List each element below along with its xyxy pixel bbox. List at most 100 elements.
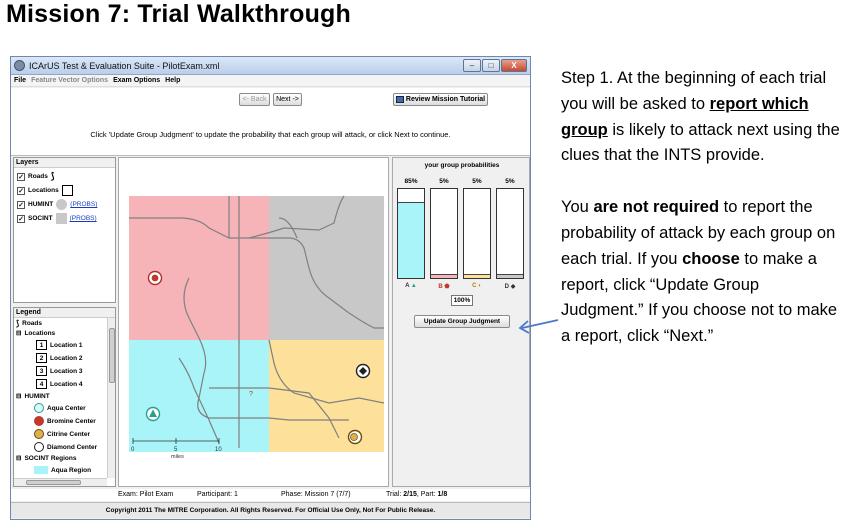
- prob-bar-b[interactable]: [430, 188, 458, 279]
- explanation-step-1: Step 1. At the beginning of each trial y…: [561, 66, 841, 169]
- legend-humint-label: HUMINT: [24, 392, 50, 400]
- legend-vscroll-thumb[interactable]: [109, 328, 115, 383]
- prob-bar-a[interactable]: [397, 188, 425, 279]
- bromine-pentagon-icon: [34, 416, 44, 426]
- legend-roads: ⟆ Roads: [16, 319, 42, 328]
- minimize-button[interactable]: –: [463, 59, 481, 72]
- map-scale-bar: [132, 438, 220, 444]
- humint-checkbox[interactable]: ✓: [17, 200, 25, 209]
- collapse-icon[interactable]: ⊟: [16, 330, 22, 337]
- update-group-judgment-button[interactable]: Update Group Judgment: [414, 315, 510, 328]
- citrine-hq-marker: [349, 485, 362, 489]
- layers-title: Layers: [14, 158, 115, 168]
- legend-location-1: 1 Location 1: [36, 340, 83, 350]
- collapse-icon[interactable]: ⊟: [16, 455, 22, 462]
- review-tutorial-label: Review Mission Tutorial: [405, 96, 486, 103]
- legend-hscroll-thumb[interactable]: [26, 480, 81, 485]
- citrine-center-dot: [350, 484, 363, 489]
- group-probabilities-panel: your group probabilities 85% 5% 5% 5% A …: [392, 157, 530, 487]
- menu-exam-options[interactable]: Exam Options: [113, 77, 161, 84]
- location-3-icon: 3: [36, 366, 47, 376]
- locations-checkbox[interactable]: ✓: [17, 186, 25, 195]
- prob-label-d: 5%: [505, 178, 515, 185]
- review-tutorial-button[interactable]: Review Mission Tutorial: [393, 93, 488, 106]
- prob-fill-d: [497, 274, 523, 278]
- close-button[interactable]: X: [501, 59, 527, 72]
- explanation-text: Step 1. At the beginning of each trial y…: [561, 66, 841, 376]
- layer-socint: ✓ SOCINT (PROBS): [17, 213, 97, 224]
- collapse-icon[interactable]: ⊟: [16, 393, 22, 400]
- group-a-label: A ▲: [397, 283, 425, 289]
- legend-location-4-label: Location 4: [50, 380, 83, 388]
- prob-bar-c[interactable]: [463, 188, 491, 279]
- window-title: ICArUS Test & Evaluation Suite - PilotEx…: [29, 60, 220, 71]
- layer-humint: ✓ HUMINT (PROBS): [17, 199, 97, 210]
- layer-locations-label: Locations: [28, 187, 59, 194]
- back-button[interactable]: <- Back: [239, 93, 270, 106]
- socint-square-icon: [55, 213, 67, 224]
- legend-socint-label: SOCINT Regions: [24, 454, 77, 462]
- location-4-icon: 4: [36, 379, 47, 389]
- socint-checkbox[interactable]: ✓: [17, 214, 25, 223]
- legend-aqua-region-label: Aqua Region: [51, 466, 92, 474]
- part-value: 1/8: [437, 491, 448, 498]
- toolbar: <- Back Next -> Review Mission Tutorial: [11, 88, 530, 110]
- citrine-center-visible-marker: [349, 486, 362, 489]
- roads-checkbox[interactable]: ✓: [17, 172, 25, 181]
- socint-probs-link[interactable]: (PROBS): [69, 215, 97, 222]
- region-citrine: [269, 340, 384, 452]
- group-a-letter: A: [405, 283, 410, 289]
- citrine-pin: [349, 483, 362, 489]
- citrine-site: [350, 484, 363, 489]
- step2-text-e: to make a report, click “Update Group Ju…: [561, 249, 838, 346]
- menu-file[interactable]: File: [14, 77, 27, 84]
- maximize-button[interactable]: □: [482, 59, 500, 72]
- next-button[interactable]: Next ->: [273, 93, 302, 106]
- legend-bromine-center-label: Bromine Center: [47, 417, 96, 425]
- legend-humint-header: ⊟ HUMINT: [16, 392, 50, 401]
- bromine-pentagon-icon: ⬟: [444, 284, 450, 290]
- step2-text-c: to report the probability of attack by e…: [561, 198, 836, 268]
- citrine-location-marker: [349, 484, 362, 489]
- trial-prefix: Trial:: [386, 491, 404, 498]
- layer-socint-label: SOCINT: [28, 215, 53, 222]
- menu-help[interactable]: Help: [165, 77, 181, 84]
- scale-tick-5: 5: [174, 447, 178, 453]
- bromine-center-marker: [147, 270, 163, 286]
- tutorial-icon: [395, 95, 404, 103]
- legend-locations-label: Locations: [24, 329, 56, 337]
- citrine-moon-icon: ◐: [478, 283, 482, 289]
- legend-location-3-label: Location 3: [50, 367, 83, 375]
- group-b-letter: B: [438, 284, 443, 290]
- prob-bar-d[interactable]: [496, 188, 524, 279]
- window-titlebar: ICArUS Test & Evaluation Suite - PilotEx…: [11, 57, 530, 75]
- humint-probs-link[interactable]: (PROBS): [70, 201, 98, 208]
- map-view[interactable]: ? 0 5 10 miles: [118, 157, 389, 487]
- prob-label-a: 85%: [404, 178, 418, 185]
- aqua-triangle-icon: ▲: [410, 283, 417, 289]
- citrine-group-center: [347, 429, 363, 445]
- location-square-icon: [61, 185, 73, 196]
- group-c-letter: C: [472, 283, 477, 289]
- group-c-label: C ◐: [463, 283, 491, 289]
- menu-feature-vector-options[interactable]: Feature Vector Options: [31, 77, 109, 84]
- legend-citrine-center: Citrine Center: [34, 429, 90, 439]
- layer-roads: ✓ Roads ⟆: [17, 171, 54, 182]
- citrine-center-final: [349, 485, 362, 489]
- legend-horizontal-scrollbar[interactable]: [14, 478, 107, 486]
- explanation-step-2: You are not required to report the proba…: [561, 195, 841, 350]
- legend-aqua-center: Aqua Center: [34, 403, 86, 413]
- probability-total: 100%: [451, 295, 473, 306]
- aqua-triangle-icon: [34, 403, 44, 413]
- part-prefix: , Part:: [416, 491, 438, 498]
- layer-roads-label: Roads: [28, 173, 48, 180]
- legend-vertical-scrollbar[interactable]: [107, 318, 115, 478]
- legend-roads-label: Roads: [22, 320, 42, 327]
- group-d-letter: D: [504, 284, 510, 290]
- legend-diamond-center: Diamond Center: [34, 442, 97, 452]
- step2-text-a: You: [561, 198, 594, 217]
- legend-socint-header: ⊟ SOCINT Regions: [16, 454, 77, 463]
- map-canvas[interactable]: ? 0 5 10 miles: [119, 158, 390, 488]
- citrine-moon-icon: [34, 429, 44, 439]
- prob-fill-a: [398, 202, 424, 278]
